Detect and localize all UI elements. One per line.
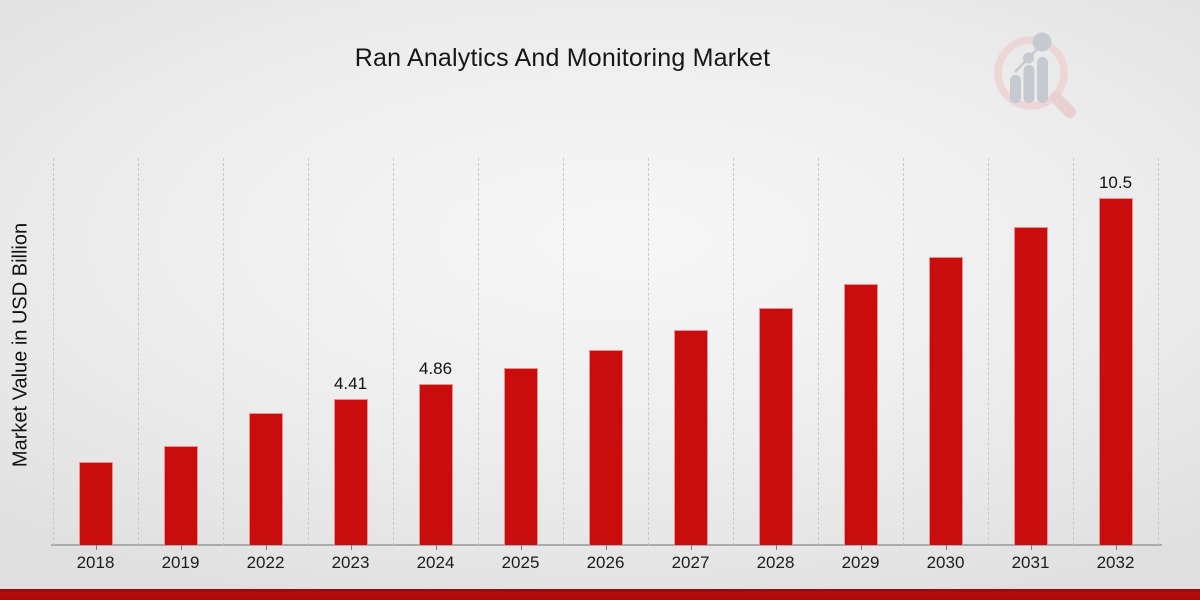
bar-2019 — [163, 446, 198, 545]
x-axis-tick — [180, 545, 182, 550]
mrfr-logo — [994, 32, 1076, 118]
bar-2032 — [1098, 198, 1133, 545]
trend-dot-large-icon — [1032, 32, 1052, 52]
x-axis-tick — [1030, 545, 1032, 550]
x-axis-label-2029: 2029 — [841, 553, 880, 572]
x-axis-tick — [945, 545, 947, 550]
x-axis-label-2025: 2025 — [501, 553, 540, 572]
x-axis-label-2032: 2032 — [1096, 553, 1135, 572]
bar-2018 — [78, 462, 113, 545]
x-axis-label-2023: 2023 — [331, 553, 370, 572]
logo-bar-tall-icon — [1037, 57, 1048, 103]
x-axis-label-2031: 2031 — [1011, 553, 1050, 572]
gridline — [223, 158, 224, 545]
magnifier-handle-icon — [1050, 92, 1076, 118]
bar-2025 — [503, 368, 538, 545]
gridline — [563, 158, 564, 545]
bar-2027 — [673, 330, 708, 545]
x-axis-label-2028: 2028 — [756, 553, 795, 572]
trend-dot-icon — [1023, 52, 1034, 64]
x-axis-label-2027: 2027 — [671, 553, 710, 572]
gridline — [308, 158, 309, 545]
gridline — [648, 158, 649, 545]
bar-2023 — [333, 399, 368, 545]
value-label-2032: 10.5 — [1098, 173, 1133, 192]
x-axis-label-2018: 2018 — [76, 553, 115, 572]
logo-bar-short-icon — [1010, 75, 1021, 103]
gridline — [988, 158, 989, 545]
x-axis-tick — [1115, 545, 1117, 550]
x-axis-tick — [350, 545, 352, 550]
x-axis-line — [51, 544, 1162, 546]
gridline — [393, 158, 394, 545]
x-axis-tick — [690, 545, 692, 550]
bar-2031 — [1013, 227, 1048, 545]
plot-area: 2018 2019 2022 4.41 2023 4.86 2024 2025 2026 2027… — [51, 158, 1162, 572]
x-axis-label-2026: 2026 — [586, 553, 625, 572]
x-axis-tick — [520, 545, 522, 550]
gridline — [818, 158, 819, 545]
x-axis-tick — [775, 545, 777, 550]
bar-2029 — [843, 284, 878, 545]
gridline — [1073, 158, 1074, 545]
x-axis-label-2022: 2022 — [246, 553, 285, 572]
x-axis-label-2024: 2024 — [416, 553, 455, 572]
bottom-red-banner — [0, 589, 1200, 600]
logo-bar-mid-icon — [1023, 65, 1035, 103]
x-axis-tick — [265, 545, 267, 550]
magnifier-ring-icon — [994, 36, 1068, 110]
gridline — [903, 158, 904, 545]
y-axis-label: Market Value in USD Billion — [9, 222, 32, 468]
gridline — [138, 158, 139, 545]
bar-2026 — [588, 350, 623, 545]
x-axis-tick — [605, 545, 607, 550]
gridline — [1158, 158, 1159, 545]
x-axis-tick — [435, 545, 437, 550]
x-axis-tick — [860, 545, 862, 550]
x-axis-label-2030: 2030 — [926, 553, 965, 572]
bar-2022 — [248, 413, 283, 545]
gridline — [733, 158, 734, 545]
bar-2024 — [418, 384, 453, 545]
bar-2030 — [928, 257, 963, 545]
x-axis-tick — [95, 545, 97, 550]
gridline — [478, 158, 479, 545]
gridline — [53, 158, 54, 545]
value-label-2023: 4.41 — [333, 374, 368, 393]
chart-title: Ran Analytics And Monitoring Market — [354, 44, 771, 72]
x-axis-label-2019: 2019 — [161, 553, 200, 572]
value-label-2024: 4.86 — [418, 359, 453, 378]
bar-2028 — [758, 308, 793, 545]
